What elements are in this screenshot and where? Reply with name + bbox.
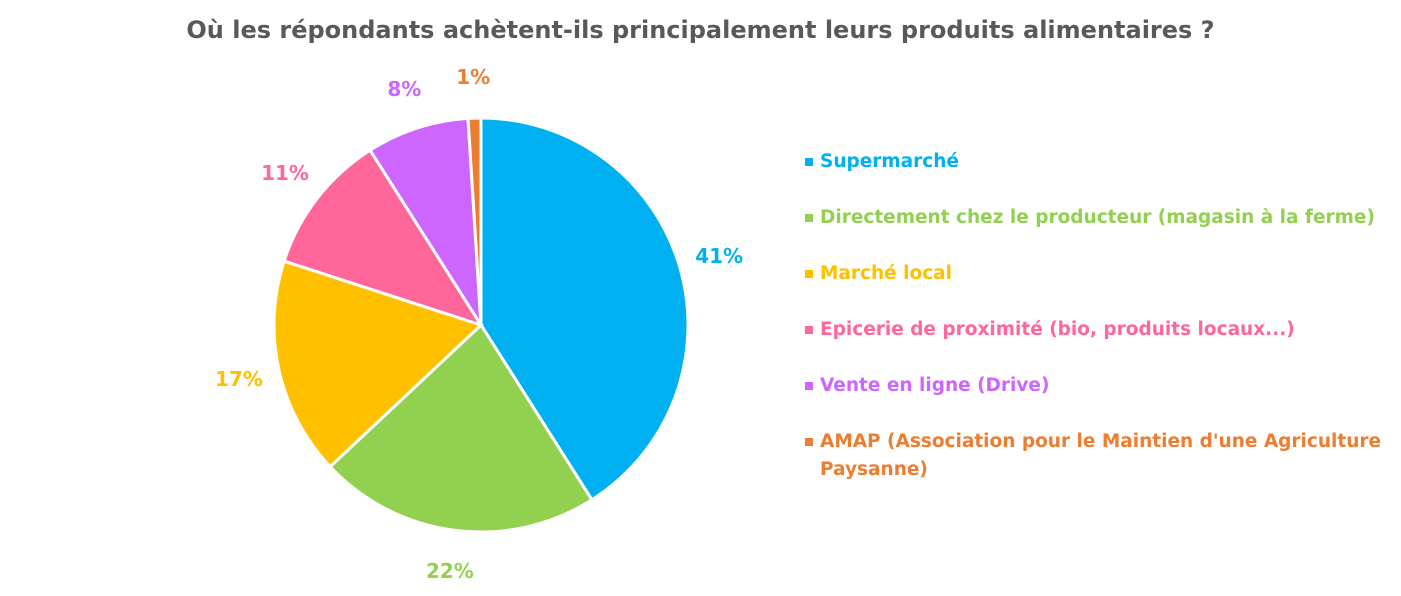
legend-swatch — [805, 326, 813, 334]
legend-item: Marché local — [805, 260, 1395, 288]
pie-slice — [272, 259, 484, 469]
legend-swatch — [805, 382, 813, 390]
legend-label: AMAP (Association pour le Maintien d'une… — [820, 431, 1382, 480]
legend-swatch — [805, 158, 813, 166]
legend-item: AMAP (Association pour le Maintien d'une… — [805, 428, 1395, 484]
legend-item: Vente en ligne (Drive) — [805, 372, 1395, 400]
data-label: 22% — [425, 559, 474, 584]
data-label: 8% — [387, 77, 422, 102]
legend-label: Directement chez le producteur (magasin … — [820, 207, 1375, 228]
pie-slice — [466, 116, 483, 326]
legend-item: Supermarché — [805, 148, 1395, 176]
legend-item: Epicerie de proximité (bio, produits loc… — [805, 316, 1395, 344]
legend: Supermarché Directement chez le producteu… — [805, 148, 1395, 512]
pie-slice — [282, 148, 485, 328]
legend-label: Vente en ligne (Drive) — [820, 375, 1050, 396]
chart-title: Où les répondants achètent-ils principal… — [186, 16, 1215, 44]
pie-slice — [327, 322, 594, 534]
data-label: 1% — [456, 65, 491, 90]
legend-label: Marché local — [820, 263, 952, 284]
legend-swatch — [805, 270, 813, 278]
legend-label: Epicerie de proximité (bio, produits loc… — [820, 319, 1295, 340]
legend-swatch — [805, 214, 813, 222]
data-label: 41% — [695, 243, 744, 268]
legend-item: Directement chez le producteur (magasin … — [805, 204, 1395, 232]
data-label: 11% — [261, 160, 309, 185]
data-label: 17% — [215, 367, 263, 392]
legend-label: Supermarché — [820, 151, 959, 172]
pie-slice — [368, 116, 483, 326]
legend-swatch — [805, 438, 813, 446]
